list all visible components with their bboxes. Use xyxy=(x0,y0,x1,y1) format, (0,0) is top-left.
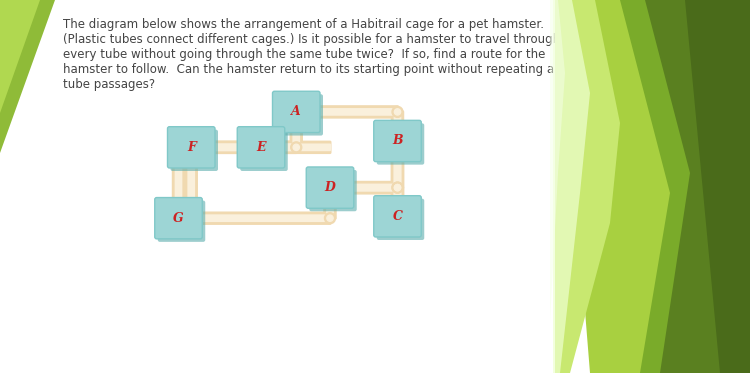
FancyBboxPatch shape xyxy=(328,181,399,194)
FancyBboxPatch shape xyxy=(240,130,288,171)
FancyBboxPatch shape xyxy=(178,214,331,222)
FancyBboxPatch shape xyxy=(329,184,398,191)
FancyBboxPatch shape xyxy=(391,186,404,218)
Polygon shape xyxy=(615,0,750,373)
Text: G: G xyxy=(173,212,184,225)
Circle shape xyxy=(394,185,400,191)
Circle shape xyxy=(392,182,403,193)
FancyBboxPatch shape xyxy=(394,111,401,142)
FancyBboxPatch shape xyxy=(175,146,182,219)
FancyBboxPatch shape xyxy=(260,144,331,151)
FancyBboxPatch shape xyxy=(190,144,262,151)
FancyBboxPatch shape xyxy=(391,110,404,142)
Circle shape xyxy=(186,213,196,224)
FancyBboxPatch shape xyxy=(394,140,401,217)
Circle shape xyxy=(327,215,333,221)
FancyBboxPatch shape xyxy=(154,198,203,239)
FancyBboxPatch shape xyxy=(178,144,262,151)
Polygon shape xyxy=(0,0,40,113)
Circle shape xyxy=(176,215,181,221)
FancyBboxPatch shape xyxy=(188,146,195,219)
FancyBboxPatch shape xyxy=(329,184,398,191)
FancyBboxPatch shape xyxy=(275,94,323,135)
Circle shape xyxy=(173,213,184,224)
FancyBboxPatch shape xyxy=(184,146,198,220)
Polygon shape xyxy=(560,0,670,373)
Polygon shape xyxy=(553,0,590,373)
FancyBboxPatch shape xyxy=(292,111,300,148)
Text: C: C xyxy=(392,210,403,223)
FancyBboxPatch shape xyxy=(309,170,357,211)
Text: A: A xyxy=(291,106,301,118)
Text: F: F xyxy=(187,141,196,154)
Circle shape xyxy=(392,106,403,117)
Polygon shape xyxy=(0,0,55,153)
FancyBboxPatch shape xyxy=(190,141,262,154)
FancyBboxPatch shape xyxy=(260,144,297,151)
FancyBboxPatch shape xyxy=(323,186,337,220)
Polygon shape xyxy=(550,0,565,323)
FancyBboxPatch shape xyxy=(296,108,398,116)
FancyBboxPatch shape xyxy=(326,186,334,219)
FancyBboxPatch shape xyxy=(391,140,404,189)
Polygon shape xyxy=(580,0,690,373)
FancyBboxPatch shape xyxy=(374,120,422,162)
Circle shape xyxy=(188,215,194,221)
FancyBboxPatch shape xyxy=(394,186,401,217)
Circle shape xyxy=(392,182,403,193)
FancyBboxPatch shape xyxy=(177,141,262,154)
FancyBboxPatch shape xyxy=(376,123,424,164)
FancyBboxPatch shape xyxy=(374,196,422,237)
Text: The diagram below shows the arrangement of a Habitrail cage for a pet hamster.
(: The diagram below shows the arrangement … xyxy=(63,18,569,91)
FancyBboxPatch shape xyxy=(394,140,401,189)
Circle shape xyxy=(291,142,302,153)
Circle shape xyxy=(173,142,184,153)
FancyBboxPatch shape xyxy=(290,110,303,149)
FancyBboxPatch shape xyxy=(172,146,185,220)
FancyBboxPatch shape xyxy=(391,140,404,218)
FancyBboxPatch shape xyxy=(237,127,285,168)
FancyBboxPatch shape xyxy=(376,199,424,240)
FancyBboxPatch shape xyxy=(260,141,332,154)
FancyBboxPatch shape xyxy=(295,105,399,119)
FancyBboxPatch shape xyxy=(167,127,215,168)
Circle shape xyxy=(325,213,335,224)
FancyBboxPatch shape xyxy=(170,130,218,171)
Circle shape xyxy=(394,185,400,191)
Text: E: E xyxy=(256,141,265,154)
FancyBboxPatch shape xyxy=(306,167,354,208)
FancyBboxPatch shape xyxy=(177,211,193,225)
FancyBboxPatch shape xyxy=(178,214,192,222)
FancyBboxPatch shape xyxy=(158,201,206,242)
Circle shape xyxy=(394,109,400,115)
FancyBboxPatch shape xyxy=(177,211,332,225)
FancyBboxPatch shape xyxy=(272,91,320,132)
FancyBboxPatch shape xyxy=(328,181,399,194)
Polygon shape xyxy=(555,0,620,373)
Text: B: B xyxy=(392,135,403,147)
FancyBboxPatch shape xyxy=(260,141,298,154)
Text: D: D xyxy=(325,181,335,194)
Circle shape xyxy=(176,144,181,150)
Polygon shape xyxy=(608,0,720,373)
Circle shape xyxy=(293,144,299,150)
